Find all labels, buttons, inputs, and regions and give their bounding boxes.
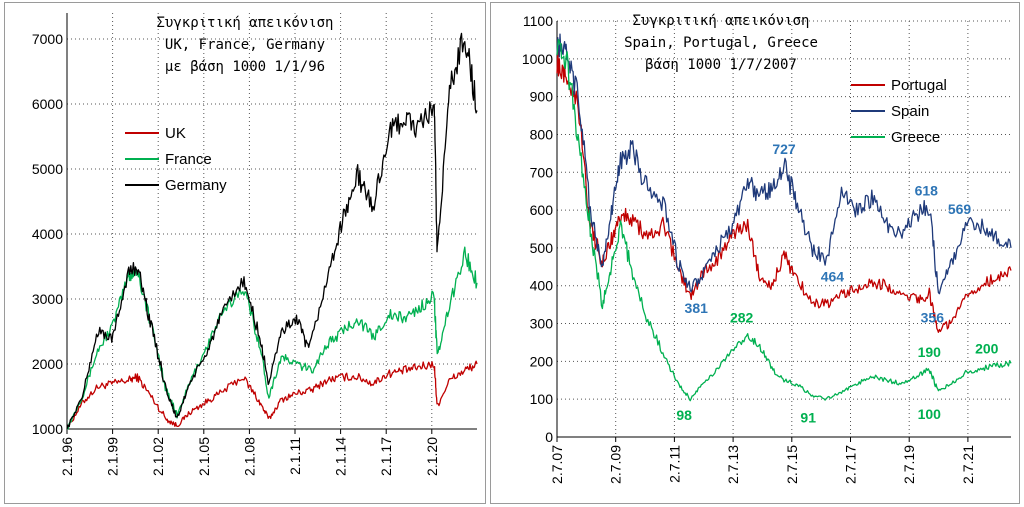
x-tick-label: 2.7.19	[901, 445, 917, 484]
legend-label-portugal: Portugal	[891, 77, 947, 94]
x-tick-label: 2.7.11	[666, 445, 682, 483]
data-label: 727	[772, 141, 796, 157]
y-tick-label: 1000	[522, 51, 553, 67]
chart-title-line: Συγκριτική απεικόνιση	[156, 15, 333, 31]
data-label: 569	[948, 201, 972, 217]
x-tick-label: 2.1.14	[333, 437, 349, 476]
x-tick-label: 2.7.21	[960, 445, 976, 484]
y-tick-label: 500	[530, 240, 554, 256]
data-label: 464	[821, 269, 845, 285]
y-tick-label: 100	[530, 391, 554, 407]
x-tick-label: 2.1.17	[378, 437, 394, 476]
data-label: 618	[915, 182, 939, 198]
y-tick-label: 2000	[32, 356, 63, 372]
y-tick-label: 200	[530, 353, 554, 369]
x-tick-label: 2.7.15	[784, 445, 800, 484]
y-tick-label: 3000	[32, 291, 63, 307]
series-line-greece	[556, 38, 1012, 402]
y-tick-label: 900	[530, 89, 554, 105]
legend-label-greece: Greece	[891, 129, 940, 146]
y-tick-label: 300	[530, 316, 554, 332]
chart-title-line: Συγκριτική απεικόνιση	[632, 13, 809, 29]
x-tick-label: 2.1.11	[287, 437, 303, 475]
chart-title-line: Spain, Portugal, Greece	[624, 35, 818, 51]
chart-title-line: UK, France, Germany	[165, 37, 325, 53]
data-label: 91	[800, 410, 816, 426]
series-line-france	[66, 246, 478, 430]
chart-right: 0 100 200 300 400 500 600 700 800 900 1000 1100 2.7.…	[522, 13, 1012, 484]
data-label: 100	[918, 406, 942, 422]
data-label: 98	[676, 407, 692, 423]
legend-label-france: France	[165, 151, 212, 168]
chart-title-line: με βάση 1000 1/1/96	[165, 59, 325, 75]
data-label: 356	[921, 309, 945, 325]
x-tick-label: 2.1.05	[196, 437, 212, 476]
y-tick-label: 6000	[32, 96, 63, 112]
y-tick-label: 4000	[32, 226, 63, 242]
data-label: 282	[730, 309, 754, 325]
series-line-spain	[556, 33, 1012, 295]
x-tick-label: 2.7.09	[608, 445, 624, 484]
y-tick-label: 5000	[32, 161, 63, 177]
y-tick-label: 400	[530, 278, 554, 294]
x-tick-label: 2.7.17	[843, 445, 859, 484]
x-tick-label: 2.7.07	[549, 445, 565, 484]
x-tick-label: 2.1.08	[241, 437, 257, 476]
data-label: 381	[685, 300, 709, 316]
y-tick-label: 7000	[32, 31, 63, 47]
series-line-germany	[66, 32, 478, 430]
data-label: 190	[918, 344, 942, 360]
chart-panel-right: 0 100 200 300 400 500 600 700 800 900 1000 1100 2.7.…	[490, 2, 1020, 504]
legend-label-uk: UK	[165, 125, 186, 142]
x-tick-label: 2.7.13	[725, 445, 741, 484]
x-tick-label: 2.1.96	[59, 437, 75, 476]
y-tick-label: 600	[530, 202, 554, 218]
data-label: 200	[975, 340, 999, 356]
y-tick-label: 700	[530, 164, 554, 180]
x-tick-label: 2.1.20	[424, 437, 440, 476]
y-tick-label: 1000	[32, 421, 63, 437]
series-line-portugal	[556, 48, 1012, 333]
chart-title-line: βάση 1000 1/7/2007	[645, 57, 797, 73]
x-tick-label: 2.1.02	[150, 437, 166, 476]
x-tick-label: 2.1.99	[105, 437, 121, 476]
y-tick-label: 0	[545, 429, 553, 445]
series-line-uk	[66, 360, 478, 430]
y-tick-label: 800	[530, 126, 554, 142]
chart-left: 1000 2000 3000 4000 5000 6000 7000 2.1.96 2.1.99…	[32, 13, 478, 476]
legend-label-spain: Spain	[891, 103, 929, 120]
y-tick-label: 1100	[523, 13, 553, 29]
chart-panel-left: 1000 2000 3000 4000 5000 6000 7000 2.1.96 2.1.99…	[4, 2, 486, 504]
legend-label-germany: Germany	[165, 177, 227, 194]
